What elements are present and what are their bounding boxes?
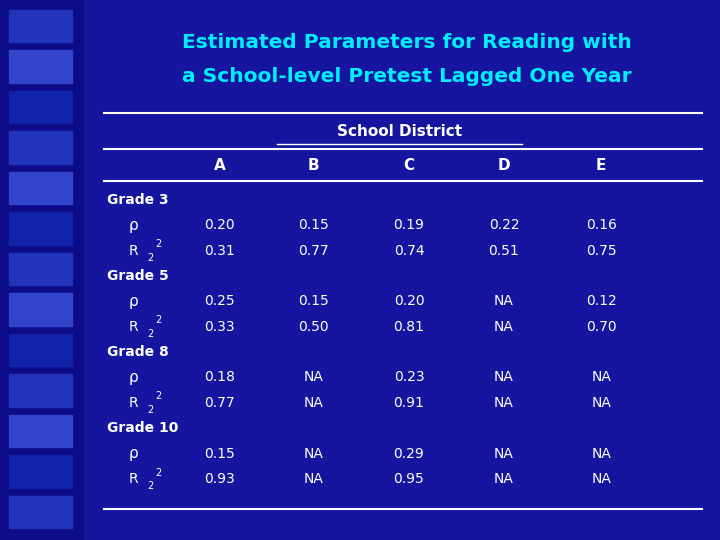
Text: 2: 2 xyxy=(156,392,162,401)
Text: 0.93: 0.93 xyxy=(204,472,235,486)
Bar xyxy=(0,0,83,540)
Text: 0.12: 0.12 xyxy=(586,294,616,308)
Text: 2: 2 xyxy=(148,481,154,491)
Bar xyxy=(9,50,72,83)
Text: 2: 2 xyxy=(148,405,154,415)
Text: NA: NA xyxy=(494,472,514,486)
Text: A: A xyxy=(214,158,225,173)
Text: 0.20: 0.20 xyxy=(204,218,235,232)
Text: Grade 5: Grade 5 xyxy=(107,269,168,283)
Text: 0.19: 0.19 xyxy=(394,218,424,232)
Text: C: C xyxy=(403,158,415,173)
Bar xyxy=(9,455,72,488)
Bar xyxy=(9,212,72,245)
Text: 0.22: 0.22 xyxy=(489,218,519,232)
Text: NA: NA xyxy=(494,320,514,334)
Text: NA: NA xyxy=(494,447,514,461)
Text: R: R xyxy=(128,472,138,486)
Text: NA: NA xyxy=(494,370,514,384)
Text: NA: NA xyxy=(591,396,611,410)
Text: NA: NA xyxy=(591,472,611,486)
Text: R: R xyxy=(128,244,138,258)
Text: 0.33: 0.33 xyxy=(204,320,235,334)
Text: 0.91: 0.91 xyxy=(394,396,424,410)
Text: 0.29: 0.29 xyxy=(394,447,424,461)
Text: 0.75: 0.75 xyxy=(586,244,616,258)
Text: R: R xyxy=(128,396,138,410)
Text: D: D xyxy=(498,158,510,173)
Text: ρ: ρ xyxy=(128,370,138,385)
Text: Grade 10: Grade 10 xyxy=(107,421,178,435)
Text: 0.95: 0.95 xyxy=(394,472,424,486)
Text: 0.15: 0.15 xyxy=(298,218,328,232)
Text: 0.70: 0.70 xyxy=(586,320,616,334)
Bar xyxy=(9,253,72,285)
Text: ρ: ρ xyxy=(128,294,138,309)
Text: 2: 2 xyxy=(156,239,162,249)
Text: 0.15: 0.15 xyxy=(204,447,235,461)
Text: 0.77: 0.77 xyxy=(204,396,235,410)
Text: 0.31: 0.31 xyxy=(204,244,235,258)
Bar xyxy=(9,334,72,366)
Text: 0.20: 0.20 xyxy=(394,294,424,308)
Text: 2: 2 xyxy=(156,468,162,477)
Text: 2: 2 xyxy=(148,329,154,339)
Text: Grade 3: Grade 3 xyxy=(107,193,168,207)
Text: 0.50: 0.50 xyxy=(298,320,328,334)
Text: 0.51: 0.51 xyxy=(489,244,519,258)
Bar xyxy=(9,172,72,204)
Text: NA: NA xyxy=(494,396,514,410)
Text: 0.74: 0.74 xyxy=(394,244,424,258)
Bar xyxy=(9,374,72,407)
Text: ρ: ρ xyxy=(128,218,138,233)
Text: 0.18: 0.18 xyxy=(204,370,235,384)
Text: NA: NA xyxy=(303,370,323,384)
Text: 2: 2 xyxy=(148,253,154,262)
Bar xyxy=(9,91,72,123)
Text: Estimated Parameters for Reading with: Estimated Parameters for Reading with xyxy=(182,32,631,52)
Text: 0.81: 0.81 xyxy=(394,320,424,334)
Text: 0.16: 0.16 xyxy=(586,218,616,232)
Text: NA: NA xyxy=(591,447,611,461)
Text: a School-level Pretest Lagged One Year: a School-level Pretest Lagged One Year xyxy=(182,67,631,86)
Bar xyxy=(9,10,72,42)
Text: NA: NA xyxy=(303,472,323,486)
Bar xyxy=(9,415,72,447)
Text: ρ: ρ xyxy=(128,446,138,461)
Text: 0.15: 0.15 xyxy=(298,294,328,308)
Text: NA: NA xyxy=(303,396,323,410)
Text: 0.77: 0.77 xyxy=(298,244,328,258)
Text: E: E xyxy=(596,158,606,173)
Bar xyxy=(9,293,72,326)
Text: School District: School District xyxy=(337,124,462,139)
Text: NA: NA xyxy=(591,370,611,384)
Text: 0.23: 0.23 xyxy=(394,370,424,384)
Text: 2: 2 xyxy=(156,315,162,325)
Text: Grade 8: Grade 8 xyxy=(107,345,168,359)
Text: NA: NA xyxy=(303,447,323,461)
Text: R: R xyxy=(128,320,138,334)
Text: B: B xyxy=(307,158,319,173)
Bar xyxy=(9,496,72,528)
Text: NA: NA xyxy=(494,294,514,308)
Text: 0.25: 0.25 xyxy=(204,294,235,308)
Bar xyxy=(9,131,72,164)
